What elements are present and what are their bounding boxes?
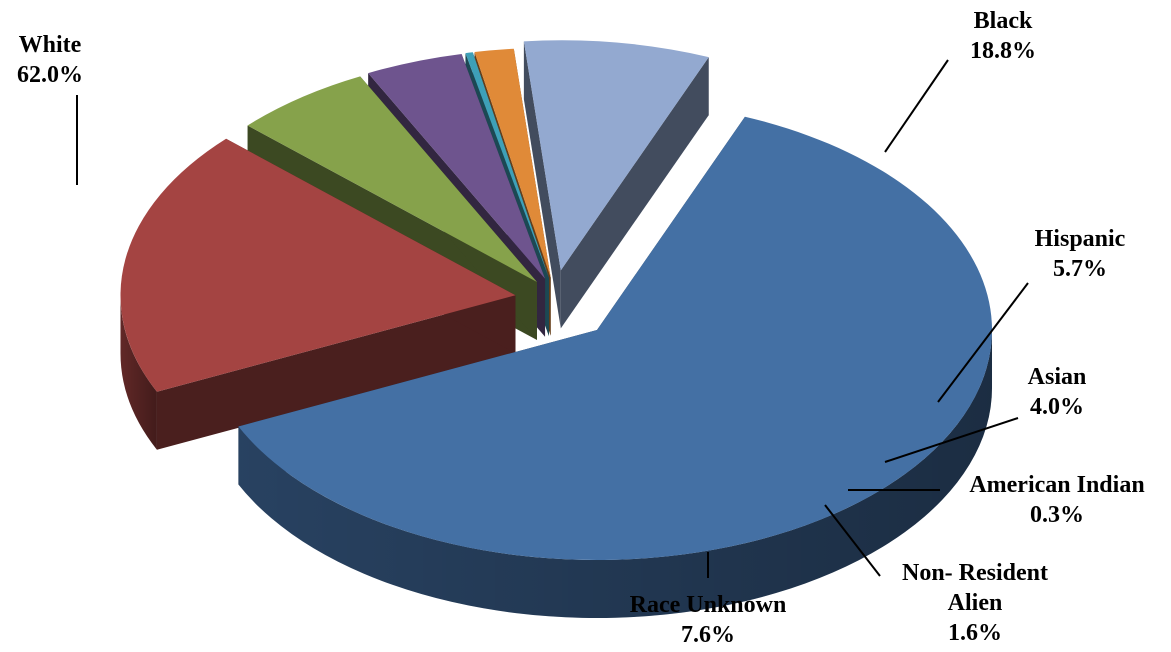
category-label-white: White bbox=[19, 32, 82, 58]
pie-slice-wall bbox=[156, 295, 516, 450]
category-label-race-unknown: Race Unknown bbox=[630, 592, 787, 618]
category-label-black: Black bbox=[974, 8, 1033, 34]
value-label-hispanic: 5.7% bbox=[1053, 256, 1107, 282]
pie-slice-top bbox=[474, 48, 551, 278]
value-label-race-unknown: 7.6% bbox=[681, 622, 735, 648]
leader-line-hispanic bbox=[937, 282, 1029, 403]
category-label-non-resident-alien: Non- Resident Alien bbox=[902, 560, 1048, 616]
value-label-american-indian: 0.3% bbox=[1030, 502, 1084, 528]
pie-slice-top bbox=[238, 116, 993, 560]
value-label-black: 18.8% bbox=[970, 38, 1036, 64]
pie-slice-top bbox=[368, 53, 546, 279]
pie-slice-wall bbox=[523, 41, 561, 329]
pie-slice-top bbox=[523, 40, 709, 271]
leader-line-asian bbox=[884, 417, 1019, 463]
pie-slice-black bbox=[120, 138, 516, 450]
pie-slice-side-shade bbox=[120, 295, 157, 450]
category-label-hispanic: Hispanic bbox=[1035, 226, 1126, 252]
pie-slice-white bbox=[238, 116, 993, 618]
pie-slice-race-unknown bbox=[523, 40, 709, 329]
pie-slice-wall bbox=[560, 57, 709, 329]
category-label-american-indian: American Indian bbox=[969, 472, 1144, 498]
value-label-asian: 4.0% bbox=[1030, 394, 1084, 420]
leader-line-black bbox=[884, 59, 949, 153]
category-label-asian: Asian bbox=[1028, 364, 1087, 390]
value-label-non-resident-alien: 1.6% bbox=[948, 620, 1002, 646]
pie-slice-side-shade bbox=[238, 329, 993, 618]
pie-slice-top bbox=[247, 76, 538, 282]
pie-slice-top bbox=[465, 52, 549, 278]
value-label-white: 62.0% bbox=[17, 62, 83, 88]
pie-slice-top bbox=[120, 138, 516, 392]
leader-line-non-resident-alien bbox=[824, 504, 881, 577]
